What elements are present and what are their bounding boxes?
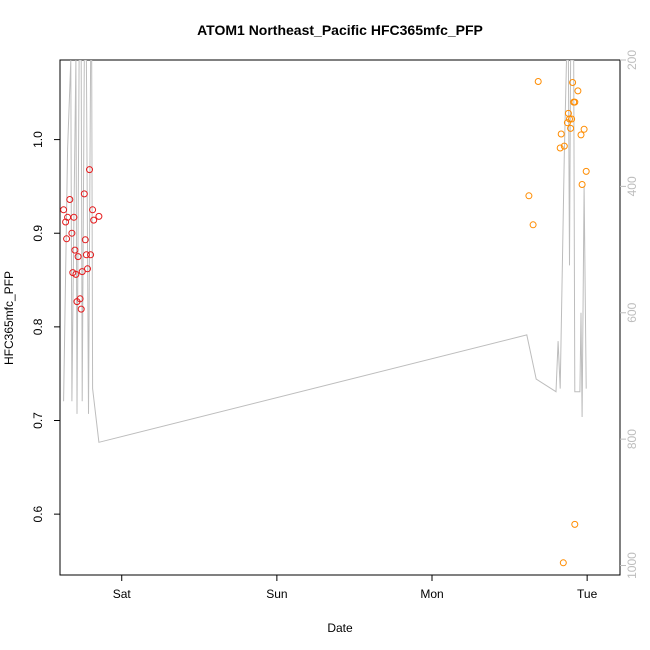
x-axis: Sat Sun Mon Tue xyxy=(113,575,598,601)
x-tick-label: Sat xyxy=(113,587,132,601)
data-point xyxy=(86,166,93,174)
data-point xyxy=(580,125,588,133)
data-point xyxy=(571,98,579,106)
data-point xyxy=(582,167,590,175)
y2-tick-label: 800 xyxy=(625,429,639,449)
y-tick-label: 0.6 xyxy=(31,505,45,522)
data-point xyxy=(90,216,98,224)
y2-axis: 200 400 600 800 1000 xyxy=(620,50,639,579)
y2-tick-label: 400 xyxy=(625,176,639,196)
data-point xyxy=(559,559,567,567)
data-point xyxy=(87,251,95,259)
x-tick-label: Mon xyxy=(420,587,443,601)
data-point xyxy=(72,270,80,278)
y-tick-label: 0.8 xyxy=(31,318,45,335)
data-point xyxy=(76,295,84,303)
data-point xyxy=(89,206,97,214)
y-tick-label: 0.9 xyxy=(31,225,45,242)
x-tick-label: Sun xyxy=(266,587,287,601)
data-point xyxy=(82,251,90,259)
data-point xyxy=(529,221,537,229)
y-tick-label: 0.7 xyxy=(31,412,45,429)
data-point xyxy=(577,131,585,139)
chart-title: ATOM1 Northeast_Pacific HFC365mfc_PFP xyxy=(197,22,483,38)
data-point xyxy=(566,115,573,123)
y2-tick-label: 600 xyxy=(625,302,639,322)
y2-tick-label: 1000 xyxy=(625,552,639,579)
data-point xyxy=(60,206,68,214)
y-axis: 0.6 0.7 0.8 0.9 1.0 xyxy=(31,131,60,522)
data-point xyxy=(569,79,577,86)
data-point xyxy=(525,192,533,200)
data-point xyxy=(95,212,103,220)
secondary-line-layer xyxy=(63,60,587,443)
data-point xyxy=(66,196,74,203)
data-point xyxy=(71,246,79,254)
data-point xyxy=(74,253,82,261)
data-point xyxy=(84,265,91,273)
data-point xyxy=(62,218,70,226)
x-tick-label: Tue xyxy=(577,587,598,601)
data-point xyxy=(568,115,576,123)
y2-tick-label: 200 xyxy=(625,50,639,70)
y-tick-label: 1.0 xyxy=(31,131,45,148)
data-point xyxy=(68,229,76,237)
y-axis-label: HFC365mfc_PFP xyxy=(2,271,16,365)
data-point xyxy=(81,236,89,244)
data-point xyxy=(556,144,564,152)
data-point xyxy=(574,87,582,95)
data-point xyxy=(534,78,542,85)
data-point xyxy=(567,124,575,132)
data-point xyxy=(63,235,71,243)
data-point xyxy=(80,190,88,198)
data-point xyxy=(78,268,86,276)
secondary-line xyxy=(63,60,587,443)
data-point xyxy=(571,520,579,528)
points-layer xyxy=(60,78,590,567)
data-point xyxy=(578,181,586,188)
data-point xyxy=(77,305,85,313)
data-point xyxy=(563,119,571,127)
data-point xyxy=(70,213,78,221)
plot-frame xyxy=(59,59,621,576)
data-point xyxy=(560,142,568,150)
x-axis-label: Date xyxy=(327,621,353,635)
data-point xyxy=(557,130,565,138)
